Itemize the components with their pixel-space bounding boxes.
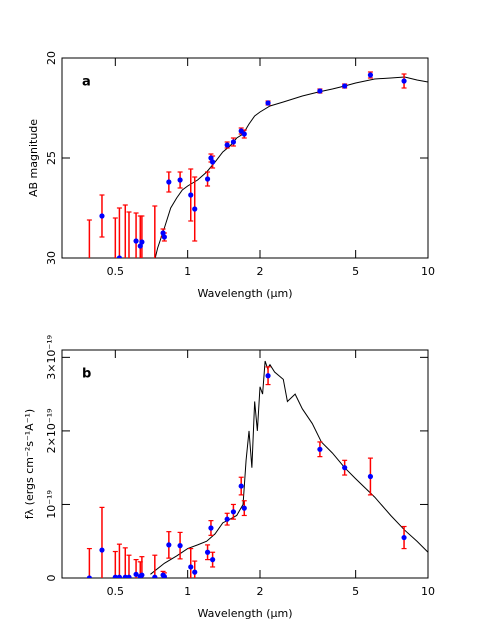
data-point [204, 176, 211, 182]
data-point [166, 179, 172, 185]
data-point [137, 243, 143, 249]
data-point [401, 78, 407, 84]
data-point [265, 373, 271, 379]
error-bar [116, 207, 122, 258]
data-point [192, 206, 198, 212]
y-tick-label: 20 [45, 51, 58, 65]
panel: 0.5 1 2 5 10 0 10⁻¹⁹ 2×10⁻¹⁹ 3×10⁻¹⁹ Wavelength (… [23, 335, 435, 620]
data-point [342, 83, 348, 89]
x-axis-label: Wavelength (μm) [197, 287, 292, 300]
data-point [139, 239, 145, 245]
data-point [224, 516, 230, 522]
data-point [188, 564, 194, 570]
y-tick-label: 0 [45, 575, 58, 582]
data-point [177, 177, 183, 183]
error-bar [112, 217, 118, 258]
y-axis-label: fλ (ergs cm⁻²s⁻¹A⁻¹) [23, 409, 36, 519]
data-point [210, 159, 216, 165]
data-point [208, 155, 214, 161]
data-point [133, 571, 139, 577]
data-point [241, 131, 247, 137]
data-point [367, 473, 374, 480]
data-point [367, 72, 374, 78]
error-bar [126, 211, 132, 258]
data-point [208, 525, 214, 531]
data-point [317, 446, 323, 452]
error-bar [152, 205, 158, 258]
error-bar [86, 219, 92, 258]
model-spectrum [154, 76, 428, 258]
plot-area [86, 360, 428, 578]
data-point [152, 263, 157, 268]
data-point [99, 213, 105, 219]
data-point [230, 139, 237, 145]
x-tick-label: 2 [257, 265, 264, 278]
data-point [230, 509, 237, 515]
x-tick-label: 0.5 [107, 265, 125, 278]
data-point [86, 575, 92, 578]
data-point [139, 572, 145, 578]
plot-area [86, 71, 428, 276]
data-point [265, 100, 271, 106]
data-point [317, 88, 323, 94]
data-point [166, 542, 172, 548]
data-point [126, 574, 132, 578]
x-tick-label: 2 [257, 585, 264, 598]
data-point [116, 255, 123, 258]
y-axis-label: AB magnitude [27, 119, 40, 197]
model-spectrum [150, 360, 428, 575]
panel-label: a [82, 75, 91, 90]
data-point [112, 574, 118, 578]
y-tick-label: 3×10⁻¹⁹ [45, 335, 58, 380]
data-point [160, 230, 166, 236]
data-point [133, 238, 139, 244]
data-point [401, 534, 407, 541]
plot-frame [61, 57, 429, 259]
data-point [224, 142, 230, 148]
x-tick-label: 10 [421, 585, 435, 598]
panel-label: b [82, 367, 91, 382]
y-tick-label: 2×10⁻¹⁹ [45, 408, 58, 453]
data-point [161, 234, 167, 240]
x-tick-label: 0.5 [107, 585, 125, 598]
data-point [192, 569, 198, 575]
y-tick-label: 10⁻¹⁹ [45, 490, 58, 519]
plot-frame [61, 349, 429, 579]
data-point [177, 543, 183, 549]
x-tick-label: 5 [352, 265, 359, 278]
data-point [188, 192, 194, 198]
x-tick-label: 5 [352, 585, 359, 598]
data-point [238, 483, 244, 489]
data-point [241, 505, 247, 511]
data-point [126, 265, 131, 270]
data-point [99, 547, 105, 553]
y-tick-label: 25 [45, 151, 58, 165]
data-point [204, 549, 211, 555]
data-point [116, 574, 123, 578]
data-point [161, 573, 167, 578]
data-point [342, 465, 348, 471]
data-point [210, 557, 216, 563]
y-tick-label: 30 [45, 251, 58, 265]
x-tick-label: 10 [421, 265, 435, 278]
data-point [87, 271, 92, 276]
data-point [152, 574, 158, 578]
x-tick-label: 1 [184, 265, 191, 278]
x-tick-label: 1 [184, 585, 191, 598]
x-axis-label: Wavelength (μm) [197, 607, 292, 620]
error-bar [122, 204, 128, 258]
error-bar [86, 547, 92, 578]
